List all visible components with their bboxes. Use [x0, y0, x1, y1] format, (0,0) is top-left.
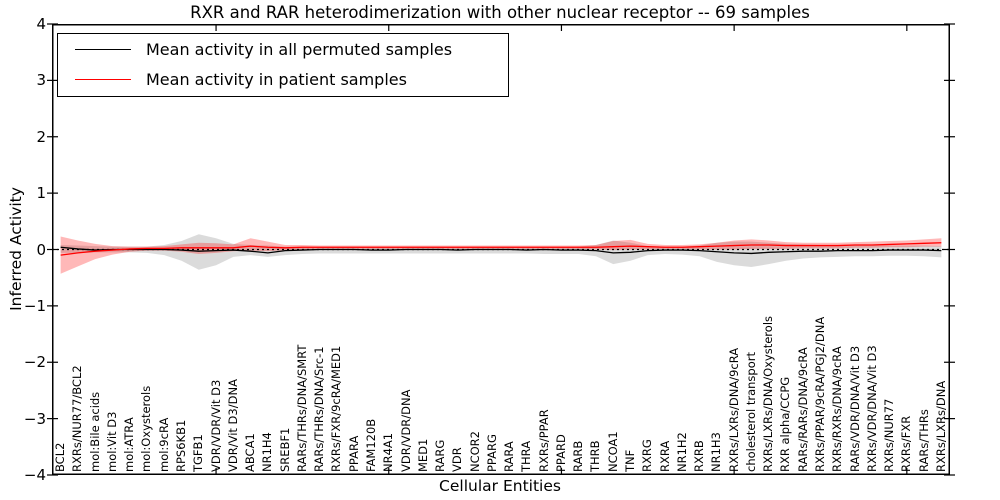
y-tick-label: −4: [23, 466, 46, 484]
y-tick-label: 1: [36, 184, 46, 203]
chart-title: RXR and RAR heterodimerization with othe…: [190, 3, 810, 22]
x-tick-label: mol:Oxysterols: [139, 385, 154, 472]
x-tick-label: RARG: [433, 439, 448, 472]
x-tick-label: NCOA1: [605, 431, 620, 472]
x-tick-label: RXRs/FXR/9cRA/MED1: [329, 345, 344, 472]
legend-label-patient: Mean activity in patient samples: [146, 69, 407, 89]
axes-frame: [52, 24, 950, 475]
permuted-mean-line: [60, 246, 942, 255]
x-tick-label: RXRG: [640, 439, 655, 472]
y-tick-label: 0: [36, 240, 46, 259]
x-tick-label: RXRs/RXRs/DNA/9cRA: [830, 346, 845, 472]
x-tick-label: PPARA: [346, 435, 361, 472]
x-tick-label: RPS6KB1: [174, 419, 189, 472]
x-tick-label: RARs/THRs: [916, 409, 931, 472]
x-tick-label: VDR/Vit D3/DNA: [225, 379, 240, 472]
x-tick-label: NR1H4: [260, 432, 275, 472]
x-tick-label: RXRA: [657, 440, 672, 472]
x-tick-label: TNF: [623, 449, 638, 472]
x-tick-label: RARA: [502, 441, 517, 472]
x-tick-label: NR1H3: [709, 432, 724, 472]
x-tick-label: PPARD: [553, 434, 568, 472]
x-tick-label: mol:Bile acids: [87, 391, 102, 472]
x-tick-label: mol:ATRA: [122, 417, 137, 472]
plot-area: Mean activity in all permuted samples Me…: [47, 23, 955, 476]
y-tick-label: 2: [36, 127, 46, 146]
x-tick-label: RXRs/LXRs/DNA: [933, 380, 948, 472]
x-tick-label: ABCA1: [243, 433, 258, 472]
legend-row-permuted: Mean activity in all permuted samples: [58, 34, 508, 64]
x-tick-label: RARs/THRs/DNA/Src-1: [312, 346, 327, 472]
x-axis-label: Cellular Entities: [439, 477, 561, 495]
x-tick-label: RXRs/PPAR/9cRA/PGJ2/DNA: [812, 316, 827, 472]
x-tick-label: RXR alpha/CCPG: [778, 376, 793, 472]
x-tick-label: RXRs/LXRs/DNA/9cRA: [726, 347, 741, 472]
x-tick-label: FAM120B: [363, 418, 378, 472]
y-tick-label: 4: [36, 15, 46, 33]
x-tick-label: MED1: [415, 438, 430, 472]
x-tick-label: RARs/VDR/DNA/Vit D3: [847, 345, 862, 472]
x-tick-label: RXRB: [692, 440, 707, 472]
y-tick-label: −2: [23, 353, 46, 372]
y-tick-label: −1: [23, 296, 46, 315]
legend-label-permuted: Mean activity in all permuted samples: [146, 39, 453, 59]
x-tick-label: PPARG: [484, 434, 499, 472]
patient-mean-line: [60, 242, 942, 256]
y-tick-label: 3: [36, 71, 46, 90]
x-tick-label: RXRs/PPAR: [536, 409, 551, 472]
x-tick-label: VDR: [450, 447, 465, 472]
x-tick-label: SREBF1: [277, 427, 292, 472]
x-tick-label: RXRs/VDR/DNA/Vit D3: [864, 345, 879, 472]
x-tick-label: TGFB1: [191, 434, 206, 472]
x-tick-label: RXRs/NUR77: [882, 398, 897, 472]
x-tick-label: THRB: [588, 440, 603, 472]
patient-line-sample: [75, 78, 131, 80]
x-tick-label: BCL2: [53, 442, 68, 472]
permuted-confidence-band: [60, 234, 942, 270]
x-tick-label: RARs/THRs/DNA/SMRT: [294, 344, 309, 472]
x-tick-label: VDR/VDR/DNA: [398, 389, 413, 473]
x-tick-label: RXRs/FXR: [899, 415, 914, 472]
x-tick-label: RARs/RARs/DNA/9cRA: [795, 347, 810, 472]
x-tick-label: cholesterol transport: [743, 352, 758, 472]
x-tick-label: THRA: [519, 440, 534, 472]
x-tick-label: RARB: [571, 440, 586, 472]
x-tick-label: mol:9cRA: [156, 417, 171, 472]
y-tick-label: −3: [23, 409, 46, 428]
x-tick-label: NCOR2: [467, 431, 482, 472]
x-tick-label: NR4A1: [381, 432, 396, 472]
x-tick-label: RXRs/LXRs/DNA/Oxysterols: [761, 315, 776, 472]
x-tick-label: VDR/VDR/Vit D3: [208, 379, 223, 472]
x-tick-label: mol:Vit D3: [104, 411, 119, 472]
legend: Mean activity in all permuted samples Me…: [57, 33, 509, 97]
plot-canvas: [47, 23, 955, 476]
x-tick-label: RXRs/NUR77/BCL2: [70, 365, 85, 472]
permuted-line-sample: [75, 48, 131, 50]
legend-row-patient: Mean activity in patient samples: [58, 64, 508, 94]
x-tick-label: NR1H2: [674, 432, 689, 472]
